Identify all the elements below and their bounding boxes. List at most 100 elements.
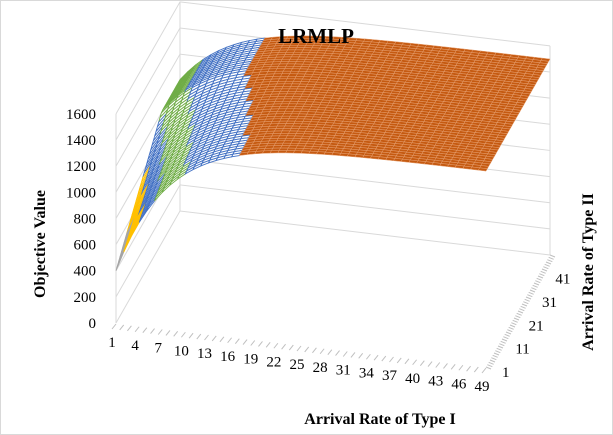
x-tick-mark bbox=[304, 346, 310, 353]
x-tick-label: 25 bbox=[290, 357, 305, 373]
chart-title: LRMLP bbox=[278, 24, 354, 48]
y-tick-mark bbox=[512, 319, 518, 323]
x-tick-mark bbox=[342, 351, 348, 357]
x-tick-mark bbox=[142, 327, 148, 333]
x-tick-mark bbox=[473, 366, 479, 373]
y-tick-mark bbox=[503, 336, 509, 340]
x-tick-mark bbox=[242, 339, 248, 345]
y-tick-mark bbox=[519, 308, 525, 312]
y-tick-mark bbox=[532, 284, 538, 288]
x-tick-mark bbox=[419, 360, 425, 366]
x-tick-mark bbox=[296, 345, 302, 352]
x-tick-mark bbox=[127, 325, 132, 332]
y-tick-mark bbox=[485, 366, 492, 370]
y-tick-mark bbox=[513, 317, 520, 321]
x-tick-mark bbox=[481, 367, 487, 374]
z-tick-label: 1400 bbox=[66, 133, 96, 149]
x-tick-label: 40 bbox=[405, 371, 420, 387]
x-tick-mark bbox=[265, 342, 271, 348]
y-tick-mark bbox=[527, 294, 533, 298]
y-tick-label: 31 bbox=[542, 295, 557, 311]
x-tick-mark bbox=[458, 364, 464, 371]
x-tick-mark bbox=[173, 331, 179, 337]
x-tick-mark bbox=[119, 324, 125, 331]
y-tick-mark bbox=[488, 361, 494, 365]
y-tick-mark bbox=[529, 289, 536, 293]
x-tick-mark bbox=[250, 340, 256, 346]
y-tick-mark bbox=[496, 347, 502, 351]
y-tick-mark bbox=[508, 326, 514, 330]
x-tick-mark bbox=[450, 364, 456, 370]
surface-cell bbox=[377, 156, 388, 161]
y-tick-mark bbox=[543, 266, 549, 270]
x-tick-mark bbox=[312, 347, 317, 354]
x-tick-mark bbox=[258, 341, 263, 347]
x-tick-mark bbox=[466, 365, 471, 372]
x-tick-mark bbox=[234, 338, 240, 344]
x-tick-mark bbox=[165, 330, 171, 336]
y-tick-mark bbox=[511, 322, 517, 326]
x-tick-mark bbox=[358, 353, 364, 359]
y-tick-mark bbox=[545, 261, 552, 265]
y-tick-mark bbox=[520, 305, 526, 309]
y-tick-mark bbox=[504, 333, 510, 337]
z-axis-title: Objective Value bbox=[32, 190, 49, 298]
y-tick-label: 1 bbox=[502, 365, 510, 381]
z-tick-label: 400 bbox=[74, 264, 97, 280]
x-tick-mark bbox=[396, 357, 402, 364]
x-tick-label: 28 bbox=[313, 360, 328, 376]
x-tick-mark bbox=[427, 361, 433, 367]
y-tick-mark bbox=[500, 340, 506, 344]
y-tick-mark bbox=[533, 282, 540, 286]
y-tick-mark bbox=[541, 268, 548, 272]
x-axis-title: Arrival Rate of Type I bbox=[304, 411, 455, 428]
x-tick-mark bbox=[111, 323, 117, 330]
x-tick-mark bbox=[404, 358, 410, 365]
y-tick-mark bbox=[517, 310, 524, 314]
x-tick-label: 31 bbox=[336, 363, 351, 379]
x-tick-mark bbox=[227, 337, 233, 344]
surface-cell bbox=[454, 164, 465, 169]
y-tick-mark bbox=[535, 280, 541, 284]
x-tick-label: 13 bbox=[197, 346, 212, 362]
x-tick-mark bbox=[150, 328, 155, 334]
y-tick-mark bbox=[523, 301, 529, 305]
y-tick-mark bbox=[489, 359, 496, 363]
y-tick-mark bbox=[536, 277, 542, 281]
y-tick-mark bbox=[528, 291, 534, 295]
z-tick-label: 800 bbox=[74, 211, 97, 227]
surface-cell bbox=[477, 167, 488, 172]
x-tick-mark bbox=[443, 363, 448, 369]
y-tick-mark bbox=[537, 275, 544, 279]
y-tick-mark bbox=[491, 357, 497, 361]
x-tick-label: 4 bbox=[131, 338, 139, 354]
z-tick-label: 200 bbox=[74, 290, 97, 306]
x-tick-mark bbox=[335, 350, 340, 356]
y-tick-mark bbox=[549, 254, 556, 258]
x-tick-label: 10 bbox=[174, 343, 189, 359]
y-tick-mark bbox=[495, 350, 501, 354]
y-tick-label: 11 bbox=[515, 342, 529, 358]
y-tick-mark bbox=[507, 329, 513, 333]
x-tick-label: 22 bbox=[266, 354, 281, 370]
y-tick-mark bbox=[539, 273, 545, 277]
z-tick-label: 0 bbox=[89, 316, 97, 332]
x-tick-label: 16 bbox=[220, 349, 236, 365]
x-tick-mark bbox=[365, 353, 371, 360]
x-tick-label: 46 bbox=[451, 376, 467, 392]
x-tick-mark bbox=[350, 352, 356, 358]
surface-cell bbox=[462, 165, 473, 170]
x-tick-mark bbox=[196, 333, 202, 340]
x-tick-mark bbox=[373, 354, 379, 361]
y-tick-mark bbox=[509, 324, 516, 328]
x-tick-label: 7 bbox=[155, 341, 163, 357]
y-tick-mark bbox=[497, 345, 504, 349]
y-tick-mark bbox=[487, 364, 493, 368]
x-tick-mark bbox=[381, 355, 387, 362]
y-tick-mark bbox=[548, 256, 554, 260]
x-tick-mark bbox=[157, 329, 163, 335]
surface-cell bbox=[393, 158, 403, 162]
z-tick-label: 1000 bbox=[66, 185, 96, 201]
x-tick-mark bbox=[219, 336, 225, 343]
